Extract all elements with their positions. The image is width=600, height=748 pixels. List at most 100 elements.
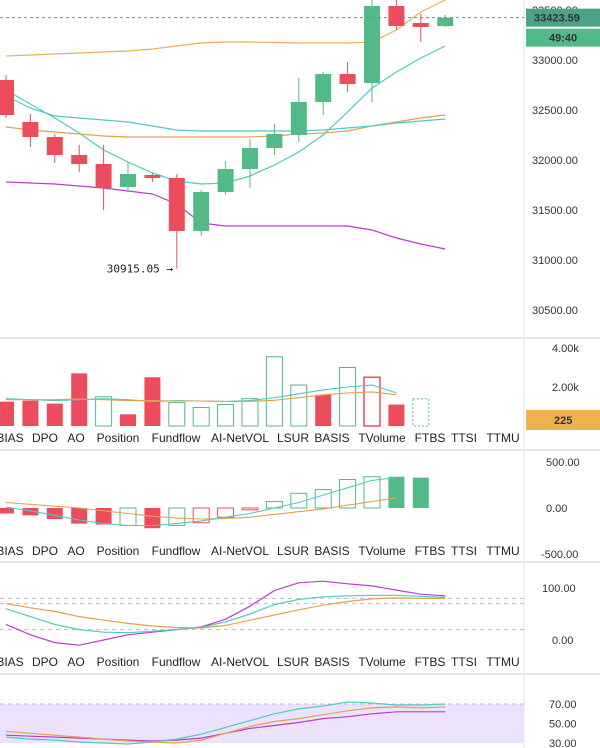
indicator-tab-ttsi[interactable]: TTSI <box>451 544 477 558</box>
osc3-axis-tick: 70.00 <box>549 699 577 711</box>
histogram-bar <box>388 476 405 508</box>
osc2-axis-tick: 0.00 <box>552 635 573 647</box>
candle <box>71 145 88 172</box>
candle-body <box>168 178 185 231</box>
indicator-tab-position[interactable]: Position <box>97 544 140 558</box>
indicator-tab-basis[interactable]: BASIS <box>314 655 349 669</box>
candle-body <box>22 122 39 137</box>
histogram-bar <box>363 476 381 509</box>
current-price-label: 33423.59 <box>534 13 580 25</box>
osc1-orange-line <box>5 497 397 520</box>
candle-body <box>0 80 14 115</box>
indicator-tab-ttsi[interactable]: TTSI <box>451 655 477 669</box>
oscillator-panel-2[interactable]: BIAS DPO AO Position Fundflow AI-NetVOL LSUR BA… <box>0 580 524 669</box>
osc2-line-2 <box>5 597 446 629</box>
indicator-tab-lsur[interactable]: LSUR <box>277 655 309 669</box>
indicator-tab-bias[interactable]: BIAS <box>0 431 24 445</box>
volume-bar <box>22 400 39 426</box>
indicator-tab-dpo[interactable]: DPO <box>32 431 58 445</box>
candle <box>290 78 307 142</box>
indicator-tab-ttmu[interactable]: TTMU <box>486 544 519 558</box>
countdown-label: 49:40 <box>549 33 577 45</box>
indicator-tab-lsur[interactable]: LSUR <box>277 544 309 558</box>
indicator-tab-position[interactable]: Position <box>97 655 140 669</box>
price-axis-tick: 32500.00 <box>532 105 578 117</box>
candle-body <box>364 6 380 83</box>
candle <box>144 173 161 182</box>
volume-bar <box>363 376 381 427</box>
osc3-axis-tick: 50.00 <box>549 719 577 731</box>
indicator-tab-tvolume[interactable]: TVolume <box>358 655 406 669</box>
volume-bar <box>265 356 283 427</box>
indicator-tab-ai-netvol[interactable]: AI-NetVOL <box>211 544 269 558</box>
candle <box>168 174 185 269</box>
indicator-tab-fundflow[interactable]: Fundflow <box>152 431 201 445</box>
indicator-tab-lsur[interactable]: LSUR <box>277 431 309 445</box>
indicator-tab-ao[interactable]: AO <box>67 544 84 558</box>
price-panel[interactable]: 30915.05 → <box>0 0 524 276</box>
indicator-tab-position[interactable]: Position <box>97 431 140 445</box>
candle-body <box>46 137 63 155</box>
indicator-tab-bias[interactable]: BIAS <box>0 655 24 669</box>
lower-band-line <box>5 181 446 250</box>
histogram-bar <box>119 507 137 526</box>
histogram-bar <box>192 507 210 524</box>
volume-bar <box>388 404 405 426</box>
indicator-tab-ftbs[interactable]: FTBS <box>415 431 446 445</box>
indicator-tab-fundflow[interactable]: Fundflow <box>152 544 201 558</box>
candle <box>0 75 14 118</box>
indicator-tab-ttsi[interactable]: TTSI <box>451 431 477 445</box>
candle <box>120 162 136 192</box>
volume-bar <box>315 394 332 426</box>
volume-bar <box>412 398 430 427</box>
osc1-axis-tick: 500.00 <box>546 457 580 469</box>
indicator-tab-ai-netvol[interactable]: AI-NetVOL <box>211 655 269 669</box>
indicator-tab-dpo[interactable]: DPO <box>32 655 58 669</box>
volume-last-badge <box>526 410 600 430</box>
indicator-tab-tvolume[interactable]: TVolume <box>358 544 406 558</box>
candle-body <box>290 102 307 135</box>
price-axis-tick: 33000.00 <box>532 55 578 67</box>
volume-bar <box>217 404 235 427</box>
volume-last-value: 225 <box>554 415 572 427</box>
indicator-tab-basis[interactable]: BASIS <box>314 431 349 445</box>
indicator-tab-ftbs[interactable]: FTBS <box>415 655 446 669</box>
osc3-axis-tick: 30.00 <box>549 738 577 748</box>
indicator-tab-ftbs[interactable]: FTBS <box>415 544 446 558</box>
volume-bar <box>120 414 136 426</box>
volume-avg-line-orange <box>6 391 397 402</box>
candle-body <box>315 74 332 102</box>
oscillator-panel-1[interactable]: BIAS DPO AO Position Fundflow AI-NetVOL LSUR BA… <box>0 476 520 558</box>
volume-axis-tick: 4.00k <box>552 343 579 355</box>
indicator-tab-ai-netvol[interactable]: AI-NetVOL <box>211 431 269 445</box>
teal-ma-line <box>5 95 446 132</box>
candle <box>95 145 112 210</box>
candle <box>266 124 283 155</box>
indicator-tab-ao[interactable]: AO <box>67 431 84 445</box>
histogram-bar <box>339 478 357 509</box>
indicator-tab-basis[interactable]: BASIS <box>314 544 349 558</box>
indicator-tab-ao[interactable]: AO <box>67 655 84 669</box>
indicator-tab-bias[interactable]: BIAS <box>0 544 24 558</box>
candle <box>388 0 405 30</box>
osc1-axis-tick: 0.00 <box>546 503 567 515</box>
candle-body <box>388 6 405 26</box>
volume-bar <box>192 406 210 427</box>
current-price-badge <box>526 8 600 27</box>
osc3-line-1 <box>5 701 446 745</box>
candle <box>242 139 258 188</box>
histogram-bar <box>22 508 39 516</box>
indicator-tab-fundflow[interactable]: Fundflow <box>152 655 201 669</box>
candle <box>315 72 332 115</box>
indicator-tab-ttmu[interactable]: TTMU <box>486 655 519 669</box>
indicator-tab-tvolume[interactable]: TVolume <box>358 431 406 445</box>
osc2-line-1 <box>5 594 446 634</box>
oscillator-panel-3[interactable] <box>0 701 524 745</box>
price-axis[interactable]: 33500.0033000.0032500.0032000.0031500.00… <box>526 5 600 748</box>
volume-panel[interactable]: BIAS DPO AO Position Fundflow AI-NetVOL LSUR BA… <box>0 356 520 445</box>
indicator-tab-dpo[interactable]: DPO <box>32 544 58 558</box>
volume-bar <box>290 384 308 427</box>
indicator-tab-ttmu[interactable]: TTMU <box>486 431 519 445</box>
